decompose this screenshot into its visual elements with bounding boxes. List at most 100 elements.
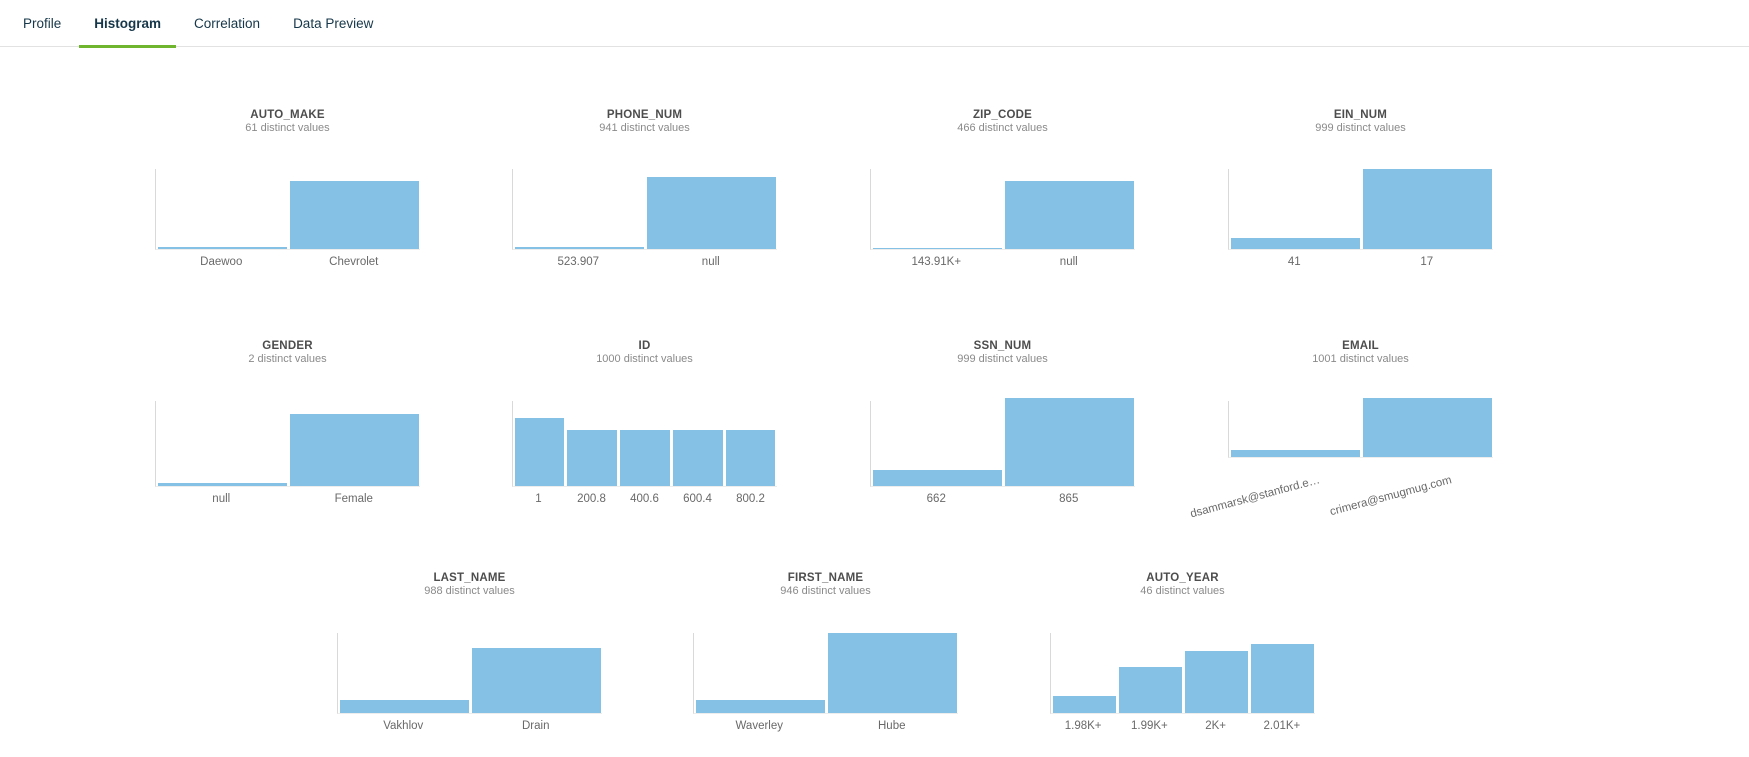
histogram-chart-id: ID 1000 distinct values 1 200.8 400.6 600.4 80… — [512, 339, 777, 509]
x-axis-label: 865 — [1059, 493, 1079, 505]
x-axis-label: 2K+ — [1205, 720, 1227, 732]
x-axis-labels: 1 200.8 400.6 600.4 800.2 — [512, 493, 777, 509]
chart-title: PHONE_NUM — [606, 109, 683, 121]
chart-title: AUTO_MAKE — [250, 109, 325, 121]
x-axis-label: Daewoo — [200, 256, 243, 268]
histogram-plot — [870, 398, 1135, 487]
chart-title: ZIP_CODE — [972, 109, 1033, 121]
x-axis-label: 200.8 — [577, 493, 606, 505]
histogram-bar[interactable] — [672, 429, 723, 486]
tab-profile[interactable]: Profile — [23, 15, 62, 31]
histogram-bar[interactable] — [1184, 650, 1248, 713]
chart-title: EIN_NUM — [1333, 109, 1388, 121]
histogram-chart-gender: GENDER 2 distinct values null Female — [155, 339, 420, 509]
chart-title: EMAIL — [1342, 340, 1379, 352]
histogram-plot — [693, 633, 958, 714]
histogram-bar[interactable] — [157, 246, 287, 249]
x-axis-label: 800.2 — [736, 493, 765, 505]
chart-title: GENDER — [262, 340, 313, 352]
chart-distinct-count: 46 distinct values — [1140, 585, 1225, 597]
histogram-bar[interactable] — [827, 633, 957, 713]
histogram-bar[interactable] — [872, 248, 1002, 249]
x-axis-label: null — [1059, 256, 1078, 268]
histogram-chart-ssn_num: SSN_NUM 999 distinct values 662 865 — [870, 339, 1135, 509]
x-axis-labels: dsammarsk@stanford.e… crimera@smugmug.com — [1189, 464, 1493, 520]
histogram-chart-phone_num: PHONE_NUM 941 distinct values 523.907 null — [512, 108, 777, 272]
chart-distinct-count: 988 distinct values — [424, 585, 515, 597]
chart-distinct-count: 999 distinct values — [957, 353, 1048, 365]
chart-distinct-count: 1000 distinct values — [596, 353, 693, 365]
x-axis-label: Female — [334, 493, 373, 505]
histogram-bar[interactable] — [1230, 237, 1360, 249]
histogram-plot — [1228, 169, 1493, 250]
chart-title: LAST_NAME — [433, 572, 506, 584]
chart-distinct-count: 2 distinct values — [248, 353, 327, 365]
histogram-bar[interactable] — [620, 429, 670, 486]
histogram-chart-ein_num: EIN_NUM 999 distinct values 41 17 — [1228, 108, 1493, 272]
histogram-plot — [1050, 633, 1315, 714]
x-axis-label: 600.4 — [683, 493, 712, 505]
histogram-bar[interactable] — [1230, 449, 1360, 457]
histogram-plot — [155, 401, 420, 487]
chart-distinct-count: 61 distinct values — [245, 122, 330, 134]
histogram-bar[interactable] — [514, 418, 565, 486]
x-axis-label: Drain — [522, 720, 550, 732]
histogram-chart-zip_code: ZIP_CODE 466 distinct values 143.91K+ null — [870, 108, 1135, 272]
histogram-bar[interactable] — [1118, 667, 1182, 713]
tab-data-preview[interactable]: Data Preview — [293, 15, 374, 31]
histogram-chart-auto_make: AUTO_MAKE 61 distinct values Daewoo Chevrol… — [155, 108, 420, 272]
histogram-plot — [155, 169, 420, 250]
x-axis-labels: 662 865 — [870, 493, 1135, 509]
chart-title: SSN_NUM — [973, 340, 1032, 352]
x-axis-labels: 523.907 null — [512, 256, 777, 272]
x-axis-label: Vakhlov — [383, 720, 424, 732]
chart-distinct-count: 1001 distinct values — [1312, 353, 1409, 365]
histogram-bar[interactable] — [1250, 644, 1314, 713]
chart-distinct-count: 999 distinct values — [1315, 122, 1406, 134]
x-axis-label: 1 — [535, 493, 542, 505]
histogram-bar[interactable] — [646, 177, 776, 249]
x-axis-label: 662 — [926, 493, 946, 505]
histogram-bar[interactable] — [289, 181, 419, 249]
x-axis-labels: 1.98K+ 1.99K+ 2K+ 2.01K+ — [1050, 720, 1315, 736]
x-axis-label: 41 — [1287, 256, 1301, 268]
x-axis-labels: Waverley Hube — [693, 720, 958, 736]
x-axis-labels: 143.91K+ null — [870, 256, 1135, 272]
tab-histogram[interactable]: Histogram — [79, 0, 176, 48]
histogram-bar[interactable] — [872, 469, 1002, 486]
histogram-plot — [512, 401, 777, 487]
histogram-bar[interactable] — [514, 246, 644, 249]
chart-distinct-count: 941 distinct values — [599, 122, 690, 134]
histogram-bar[interactable] — [695, 700, 825, 713]
histogram-bar[interactable] — [157, 483, 287, 486]
x-axis-label: 17 — [1420, 256, 1434, 268]
x-axis-label: 523.907 — [557, 256, 600, 268]
x-axis-labels: Daewoo Chevrolet — [155, 256, 420, 272]
histogram-bar[interactable] — [289, 413, 419, 486]
x-axis-labels: Vakhlov Drain — [337, 720, 602, 736]
x-axis-label: Hube — [878, 720, 906, 732]
histogram-bar[interactable] — [567, 429, 618, 486]
tab-correlation[interactable]: Correlation — [194, 15, 261, 31]
chart-title: ID — [638, 340, 651, 352]
histogram-bar[interactable] — [1004, 181, 1134, 249]
x-axis-label: null — [701, 256, 720, 268]
tab-bar: Profile Histogram Correlation Data Previ… — [0, 0, 1749, 48]
histogram-bar[interactable] — [1004, 398, 1134, 486]
histogram-plot — [870, 169, 1135, 250]
histogram-bar[interactable] — [339, 700, 469, 713]
histogram-bar[interactable] — [1362, 398, 1492, 457]
x-axis-label: 400.6 — [630, 493, 659, 505]
histogram-bar[interactable] — [1052, 696, 1116, 713]
x-axis-label: 1.99K+ — [1130, 720, 1168, 732]
x-axis-label: 2.01K+ — [1263, 720, 1301, 732]
histogram-plot — [337, 633, 602, 714]
x-axis-label: crimera@smugmug.com — [1329, 474, 1454, 519]
histogram-chart-first_name: FIRST_NAME 946 distinct values Waverley Hub… — [693, 571, 958, 736]
histogram-bar[interactable] — [1362, 169, 1492, 249]
chart-title: AUTO_YEAR — [1146, 572, 1219, 584]
x-axis-label: dsammarsk@stanford.e… — [1188, 474, 1321, 521]
histogram-bar[interactable] — [725, 429, 776, 486]
x-axis-label: 143.91K+ — [911, 256, 962, 268]
histogram-bar[interactable] — [471, 648, 601, 713]
